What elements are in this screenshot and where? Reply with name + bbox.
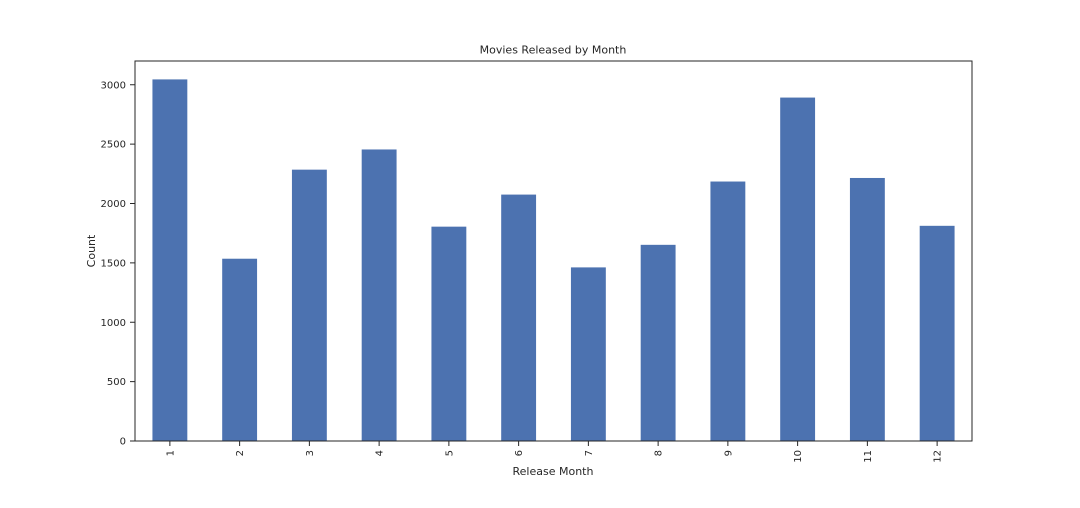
x-tick-label: 9 (723, 450, 734, 456)
x-tick-label: 12 (933, 450, 944, 463)
x-axis-label: Release Month (513, 465, 594, 478)
x-tick-label: 6 (514, 450, 525, 456)
bar-month-8 (640, 244, 676, 441)
y-tick-label: 2000 (101, 199, 126, 210)
bar-month-12 (919, 225, 955, 441)
bar-month-7 (570, 267, 606, 441)
bar-month-5 (431, 226, 467, 441)
y-tick-label: 1500 (101, 258, 126, 269)
bar-month-2 (222, 258, 258, 441)
bar-month-1 (152, 79, 188, 441)
chart-title: Movies Released by Month (480, 44, 627, 57)
bar-month-6 (501, 194, 537, 441)
bar-month-4 (361, 149, 397, 441)
y-tick-label: 3000 (101, 80, 126, 91)
x-tick-label: 10 (793, 450, 804, 463)
x-tick-label: 11 (863, 450, 874, 463)
bars-group (152, 79, 955, 441)
bar-month-10 (780, 97, 816, 441)
x-axis: 1 2 3 4 5 6 7 8 9 10 11 12 (165, 441, 944, 463)
y-axis: 0 500 1000 1500 2000 2500 3000 (101, 80, 135, 448)
x-tick-label: 4 (375, 450, 386, 456)
y-axis-label: Count (85, 234, 98, 267)
x-tick-label: 8 (654, 450, 665, 456)
x-tick-label: 1 (165, 450, 176, 456)
x-tick-label: 2 (235, 450, 246, 456)
x-tick-label: 3 (305, 450, 316, 456)
y-tick-label: 0 (120, 437, 126, 448)
y-tick-label: 2500 (101, 140, 126, 151)
x-tick-label: 5 (444, 450, 455, 456)
bar-month-9 (710, 181, 746, 441)
x-tick-label: 7 (584, 450, 595, 456)
bar-month-11 (849, 177, 885, 441)
bar-month-3 (291, 169, 327, 441)
plot-frame (134, 60, 973, 442)
y-tick-label: 1000 (101, 318, 126, 329)
y-tick-label: 500 (107, 377, 126, 388)
